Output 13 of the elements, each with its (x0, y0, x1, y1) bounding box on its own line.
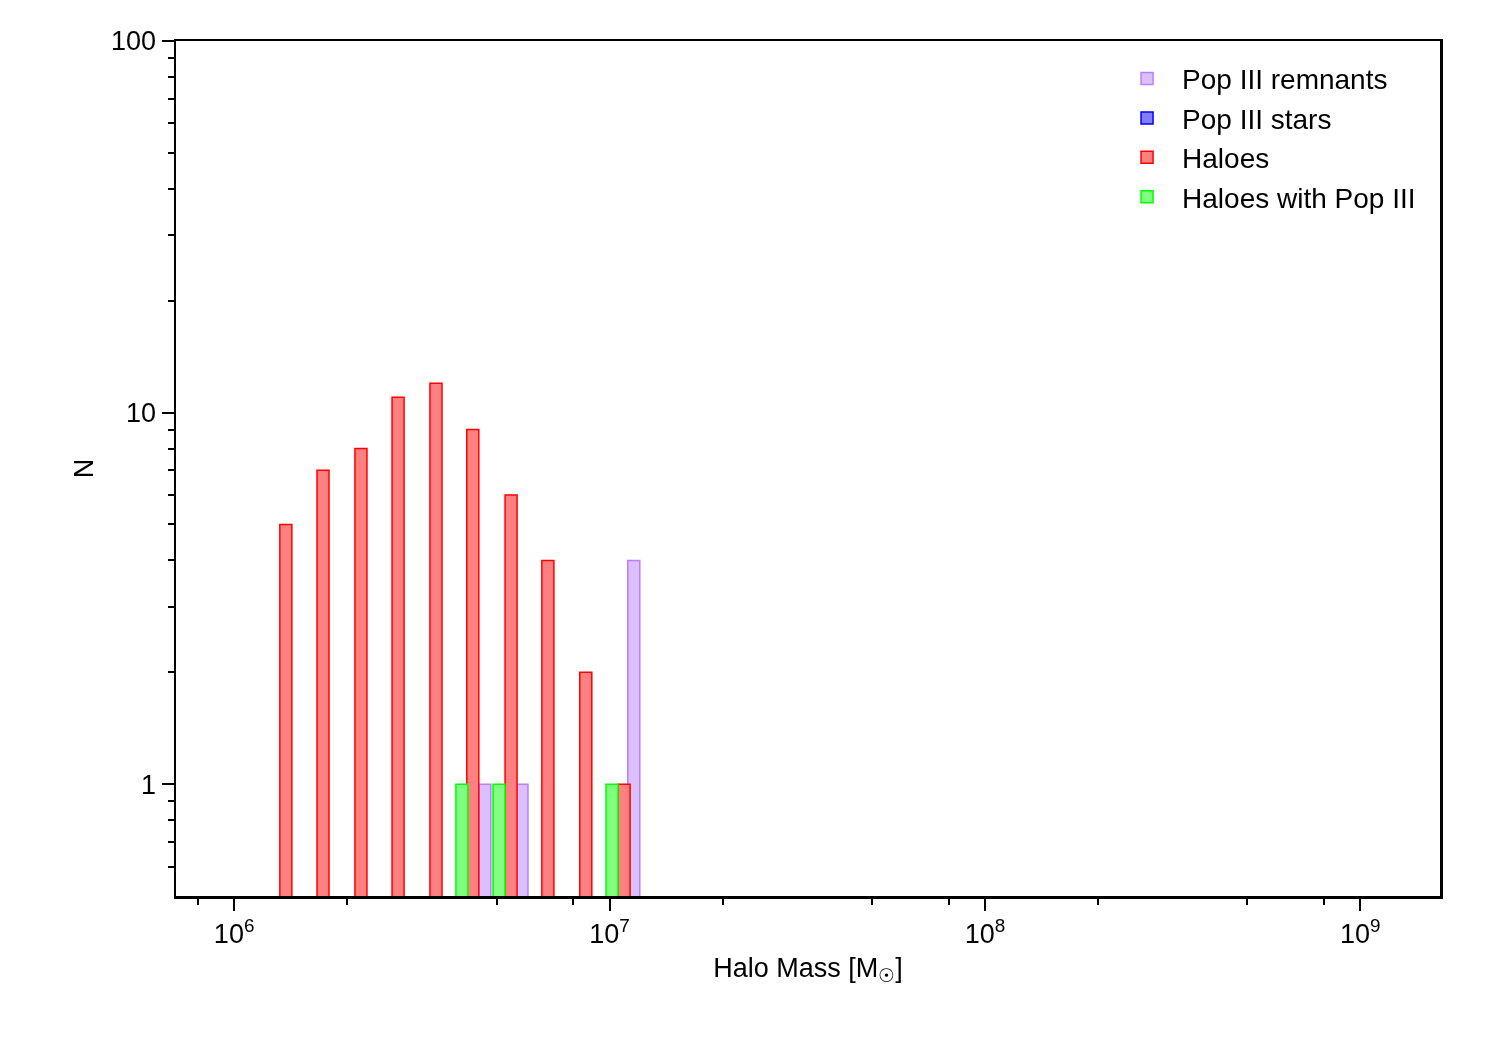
x-tick-label: 10$^{9}$ (1340, 914, 1381, 949)
legend-label: Haloes (1182, 143, 1270, 175)
x-tick-label: 10$^{7}$ (589, 914, 630, 949)
y-tick-label: 10 (126, 398, 157, 429)
y-axis-title: N (68, 458, 99, 479)
x-tick-label: 10$^{6}$ (213, 914, 255, 949)
y-tick-label: 1 (141, 769, 157, 800)
x-axis-title: Halo Mass [M$_{☉}$] (713, 952, 903, 987)
y-tick-label: 100 (111, 26, 157, 57)
legend-label: Pop III stars (1182, 103, 1332, 135)
legend-label: Pop III remnants (1182, 64, 1388, 96)
x-tick-label: 10$^{8}$ (964, 914, 1006, 949)
legend-label: Haloes with Pop III (1182, 182, 1416, 214)
